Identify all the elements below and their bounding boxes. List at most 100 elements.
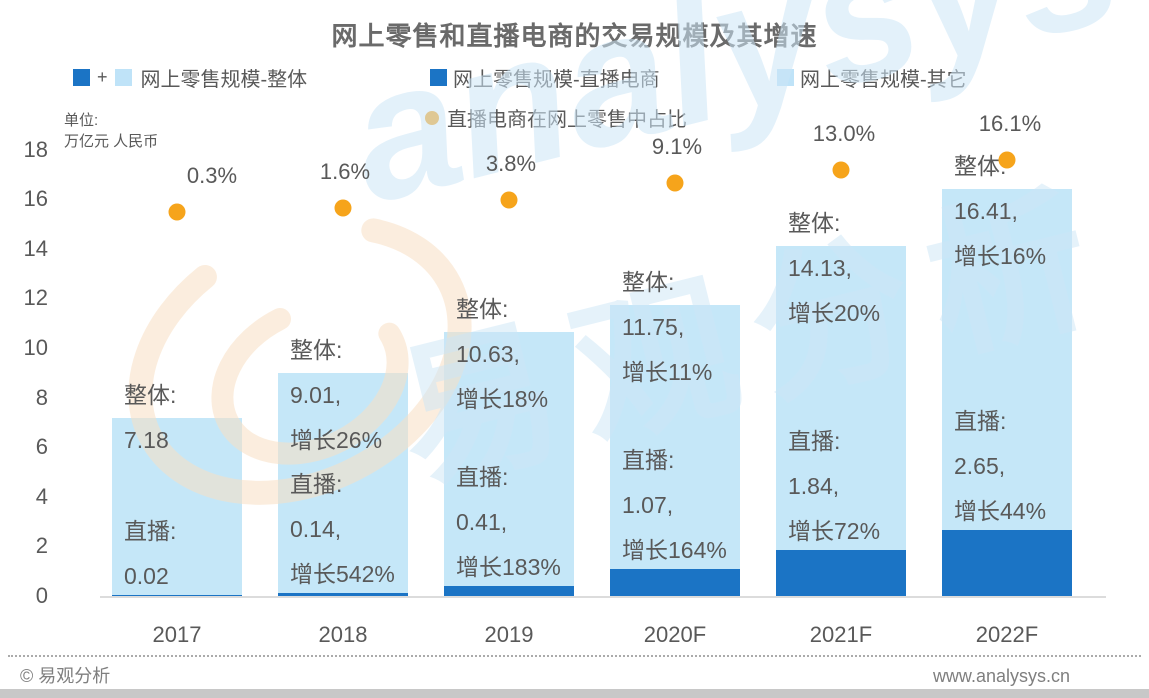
y-tick-14: 14: [23, 235, 48, 261]
x-tick-2022F: 2022F: [975, 622, 1039, 647]
bar-live-segment-2019: [444, 585, 574, 596]
bar-annotation-live-2019: 直播: 0.41, 增长183%: [456, 455, 561, 590]
y-tick-0: 0: [35, 583, 48, 608]
ratio-label-2022F: 16.1%: [978, 110, 1042, 136]
y-tick-10: 10: [23, 335, 48, 360]
x-tick-2018: 2018: [318, 622, 368, 647]
annotation-line: 直播:: [788, 428, 841, 455]
annotation-line: 2.65,: [954, 453, 1006, 480]
bar-annotation-total-2022F: 整体: 16.41, 增长16%: [954, 144, 1046, 279]
ratio-label-2019: 3.8%: [485, 151, 537, 177]
ratio-dot-2022F: [998, 151, 1016, 169]
ratio-label-2021F: 13.0%: [812, 121, 876, 147]
annotation-line: 增长20%: [788, 299, 881, 326]
x-axis-line: [100, 596, 1106, 598]
annotation-line: 10.63,: [456, 341, 520, 368]
bar-other-segment-2021F: [776, 245, 906, 551]
bar-live-segment-2021F: [776, 550, 906, 596]
legend-swatch-other-icon: [114, 69, 132, 86]
footer-website-link[interactable]: www.analysys.cn: [932, 666, 1070, 686]
legend-dot-icon: [425, 110, 439, 125]
bar-annotation-live-2020F: 直播: 1.07, 增长164%: [622, 438, 727, 573]
annotation-line: 16.41,: [954, 198, 1018, 225]
annotation-line: 整体:: [954, 153, 1007, 180]
bar-annotation-total-2017: 整体: 7.18: [124, 373, 176, 463]
annotation-line: 整体:: [456, 296, 509, 323]
ratio-dot-2021F: [832, 161, 850, 179]
y-tick-12: 12: [23, 285, 48, 311]
annotation-line: 增长72%: [788, 518, 881, 545]
bar-annotation-total-2021F: 整体: 14.13, 增长20%: [788, 201, 880, 336]
legend-swatch-live-icon: [73, 69, 90, 86]
legend-plus-sign: +: [97, 67, 108, 87]
chart-title: 网上零售和直播电商的交易规模及其增速: [331, 21, 818, 51]
legend-item-other: 网上零售规模-其它: [777, 63, 967, 92]
annotation-line: 增长542%: [290, 560, 395, 587]
footer-divider: [8, 655, 1141, 657]
footer-bottom-bar: [0, 689, 1149, 698]
ratio-label-2017: 0.3%: [186, 163, 238, 188]
annotation-line: 0.02: [124, 563, 169, 590]
y-tick-16: 16: [23, 186, 48, 212]
annotation-line: 9.01,: [290, 381, 342, 408]
annotation-line: 增长44%: [954, 498, 1047, 525]
bar-live-segment-2017: [112, 595, 242, 596]
ratio-dot-2017: [168, 203, 186, 221]
bar-annotation-total-2018: 整体: 9.01, 增长26%: [290, 328, 382, 463]
legend-label-live: 网上零售规模-直播电商: [453, 69, 660, 91]
annotation-line: 整体:: [622, 268, 675, 295]
annotation-line: 1.07,: [622, 492, 674, 519]
annotation-line: 1.84,: [788, 473, 840, 500]
ratio-dot-2019: [500, 191, 518, 209]
bar-other-segment-2022F: [942, 189, 1072, 531]
annotation-line: 0.41,: [456, 508, 508, 535]
bar-annotation-live-2018: 直播: 0.14, 增长542%: [290, 462, 395, 597]
bar-annotation-live-2022F: 直播: 2.65, 增长44%: [954, 399, 1046, 534]
unit-line-2: 万亿元 人民币: [64, 133, 159, 150]
annotation-line: 整体:: [788, 209, 841, 236]
bar-annotation-live-2017: 直播: 0.02: [124, 509, 176, 599]
legend-swatch-other-icon: [777, 69, 794, 86]
annotation-line: 直播:: [290, 470, 343, 497]
annotation-line: 增长183%: [456, 553, 561, 580]
y-tick-18: 18: [23, 136, 48, 162]
bar-live-segment-2020F: [610, 569, 740, 596]
y-tick-4: 4: [35, 483, 48, 509]
ratio-dot-2018: [334, 199, 352, 217]
y-tick-2: 2: [35, 533, 48, 559]
annotation-line: 增长164%: [622, 537, 727, 564]
annotation-line: 整体:: [124, 381, 177, 408]
annotation-line: 整体:: [290, 336, 343, 363]
bar-other-segment-2020F: [610, 304, 740, 570]
y-tick-6: 6: [35, 434, 48, 460]
ratio-label-2018: 1.6%: [319, 158, 371, 184]
x-tick-2020F: 2020F: [643, 622, 707, 647]
annotation-line: 7.18: [124, 426, 169, 453]
legend-swatch-live-icon: [430, 69, 447, 86]
annotation-line: 直播:: [456, 463, 509, 490]
x-tick-2017: 2017: [152, 622, 202, 647]
y-tick-8: 8: [35, 384, 48, 410]
ratio-dot-2020F: [666, 174, 684, 192]
unit-line-1: 单位:: [64, 112, 99, 129]
legend-item-ratio: 直播电商在网上零售中占比: [425, 103, 687, 132]
annotation-line: 增长11%: [622, 358, 713, 385]
legend-item-combined: + 网上零售规模-整体: [73, 63, 307, 92]
legend-item-live: 网上零售规模-直播电商: [430, 63, 660, 92]
footer-copyright: © 易观分析: [20, 666, 111, 686]
bar-live-segment-2018: [278, 592, 408, 596]
annotation-line: 直播:: [124, 518, 177, 545]
bar-annotation-total-2019: 整体: 10.63, 增长18%: [456, 287, 548, 422]
annotation-line: 14.13,: [788, 254, 852, 281]
annotation-line: 增长16%: [954, 243, 1047, 270]
x-tick-2021F: 2021F: [809, 622, 873, 647]
annotation-line: 增长26%: [290, 426, 383, 453]
legend-label-combined: 网上零售规模-整体: [140, 69, 308, 91]
bar-live-segment-2022F: [942, 530, 1072, 596]
annotation-line: 直播:: [954, 408, 1007, 435]
ratio-label-2020F: 9.1%: [651, 133, 703, 159]
legend-label-other: 网上零售规模-其它: [800, 69, 967, 91]
annotation-line: 11.75,: [622, 313, 685, 340]
bar-annotation-live-2021F: 直播: 1.84, 增长72%: [788, 419, 880, 554]
